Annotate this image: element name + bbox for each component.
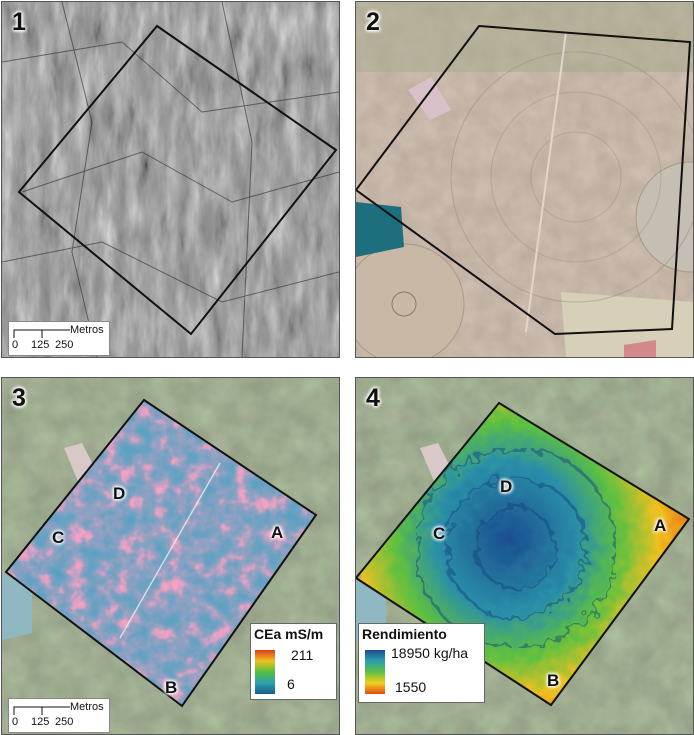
panel-number: 1 bbox=[12, 8, 26, 36]
ce-map-raster bbox=[2, 378, 339, 734]
scale-bar: Metros 0 125 250 bbox=[8, 698, 110, 733]
legend-min: 6 bbox=[287, 676, 295, 692]
scale-unit: Metros bbox=[70, 324, 104, 336]
scale-bar: Metros 0 125 250 bbox=[8, 321, 110, 356]
legend-color-ramp bbox=[255, 650, 275, 694]
scale-unit: Metros bbox=[70, 701, 104, 713]
point-label-a: A bbox=[271, 523, 284, 542]
scale-tick-250: 250 bbox=[55, 339, 74, 351]
panel-1-historic-aerial: 1 Metros 0 125 250 bbox=[1, 1, 340, 358]
point-label-c: C bbox=[52, 528, 65, 547]
point-label-c: C bbox=[433, 524, 446, 543]
legend-color-ramp bbox=[365, 650, 385, 694]
aerial-photo-color bbox=[356, 2, 693, 357]
scale-bar-graphic bbox=[13, 706, 70, 715]
point-label-a: A bbox=[654, 516, 667, 535]
point-label-b: B bbox=[547, 671, 560, 690]
point-label-b: B bbox=[165, 678, 178, 697]
yield-map-raster bbox=[356, 378, 693, 734]
legend-min: 1550 bbox=[395, 679, 427, 695]
scale-bar-graphic bbox=[13, 329, 70, 338]
panel-4-yield-map: 4 A B C D Rendimiento 18950 kg/ha 1550 bbox=[355, 377, 694, 735]
panel-2-recent-aerial: 2 bbox=[355, 1, 694, 358]
legend-title: CEa mS/m bbox=[254, 626, 324, 642]
panel-number: 3 bbox=[12, 384, 26, 412]
scale-tick-125: 125 bbox=[31, 716, 50, 728]
legend-max: 18950 kg/ha bbox=[391, 645, 469, 661]
yield-legend: Rendimiento 18950 kg/ha 1550 bbox=[358, 623, 485, 703]
panel-3-ce-map: 3 A B C D CEa mS/m 211 6 Metros 0 125 25… bbox=[1, 377, 340, 735]
ce-legend: CEa mS/m 211 6 bbox=[250, 623, 337, 700]
legend-max: 211 bbox=[291, 647, 314, 663]
legend-title: Rendimiento bbox=[362, 626, 447, 642]
scale-tick-125: 125 bbox=[31, 339, 50, 351]
panel-number: 4 bbox=[366, 384, 380, 412]
scale-tick-250: 250 bbox=[55, 716, 74, 728]
point-label-d: D bbox=[500, 477, 513, 496]
point-label-d: D bbox=[113, 484, 126, 503]
scale-tick-0: 0 bbox=[12, 339, 19, 351]
aerial-photo-bw bbox=[2, 2, 339, 357]
scale-tick-0: 0 bbox=[12, 716, 19, 728]
panel-number: 2 bbox=[366, 8, 380, 36]
